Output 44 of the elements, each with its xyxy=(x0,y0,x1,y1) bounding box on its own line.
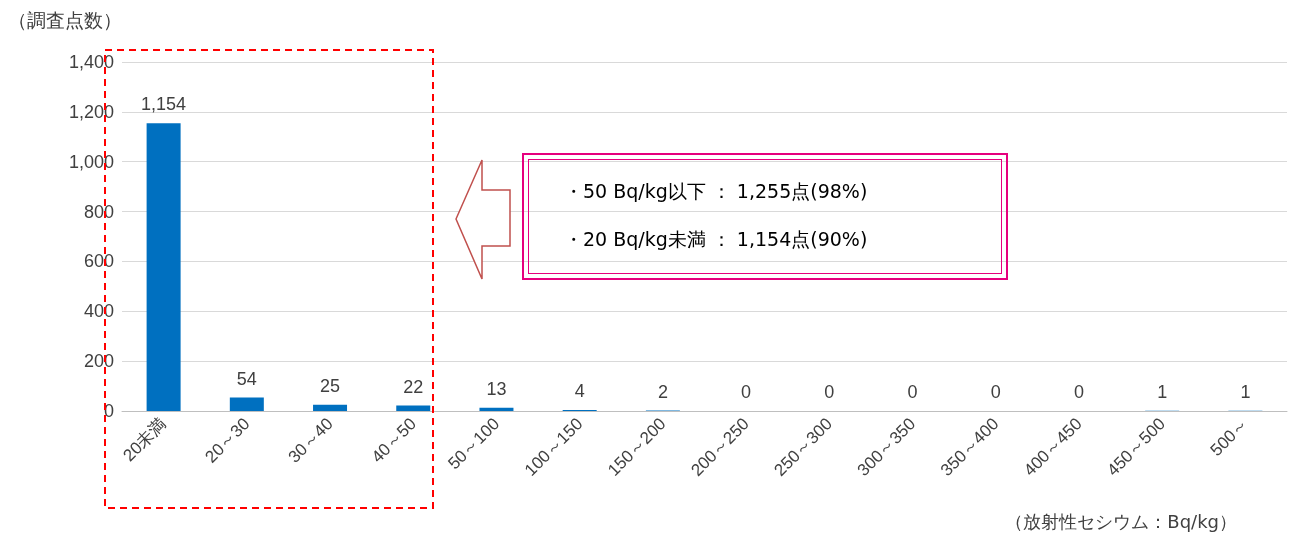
bar xyxy=(479,407,514,411)
data-label: 1 xyxy=(1157,381,1168,402)
x-tick-label: 20～30 xyxy=(201,414,254,467)
y-tick-label: 800 xyxy=(83,201,114,222)
x-tick-label: 250～300 xyxy=(770,414,837,480)
data-label: 22 xyxy=(403,376,424,397)
x-tick-label: 400～450 xyxy=(1020,414,1086,480)
annotation: ・20 Bq/kg未満 ： 1,154点(90%) xyxy=(564,227,868,252)
y-tick-label: 1,000 xyxy=(68,151,114,172)
annotation: ・50 Bq/kg以下 ： 1,255点(98%) xyxy=(564,179,868,204)
y-tick-label: 200 xyxy=(83,351,114,372)
data-label: 0 xyxy=(1073,382,1084,402)
data-label: 0 xyxy=(824,382,835,402)
x-tick-label: 30～40 xyxy=(284,414,337,467)
x-tick-label: 450～500 xyxy=(1103,414,1169,480)
data-label: 0 xyxy=(990,382,1001,402)
y-tick-label: 600 xyxy=(83,251,114,272)
y-tick-label: 1,400 xyxy=(68,52,114,72)
x-tick-label: 100～150 xyxy=(520,414,587,480)
data-label: 1 xyxy=(1240,381,1251,402)
x-tick-label: 20未満 xyxy=(119,414,171,466)
bar xyxy=(146,123,181,411)
data-label: 0 xyxy=(741,382,752,402)
x-tick-label: 300～350 xyxy=(853,414,920,480)
bar xyxy=(396,405,431,411)
data-label: 13 xyxy=(486,378,507,399)
y-axis-title: （調査点数） xyxy=(8,8,122,31)
bar xyxy=(229,397,264,411)
x-tick-label: 40～50 xyxy=(367,414,420,467)
data-label: 0 xyxy=(907,382,918,402)
x-tick-label: 350～400 xyxy=(936,414,1003,480)
y-tick-label: 1,200 xyxy=(68,101,114,122)
bar xyxy=(313,404,348,411)
data-label: 2 xyxy=(657,381,668,402)
x-tick-label: 150～200 xyxy=(604,414,670,480)
data-label: 54 xyxy=(236,368,257,389)
x-tick-label: 200～250 xyxy=(687,414,753,480)
note-box: ・50 Bq/kg以下 ： 1,255点(98%) ・20 Bq/kg未満 ： 1,154点(90%) xyxy=(522,153,1008,280)
data-label: 4 xyxy=(574,381,585,401)
x-tick-label: 500～ xyxy=(1206,414,1253,460)
data-label: 25 xyxy=(320,375,341,396)
x-axis-title: （放射性セシウム：Bq/kg） xyxy=(1005,510,1238,532)
x-tick-label: 50～100 xyxy=(444,414,504,474)
data-label: 1,154 xyxy=(141,94,187,115)
